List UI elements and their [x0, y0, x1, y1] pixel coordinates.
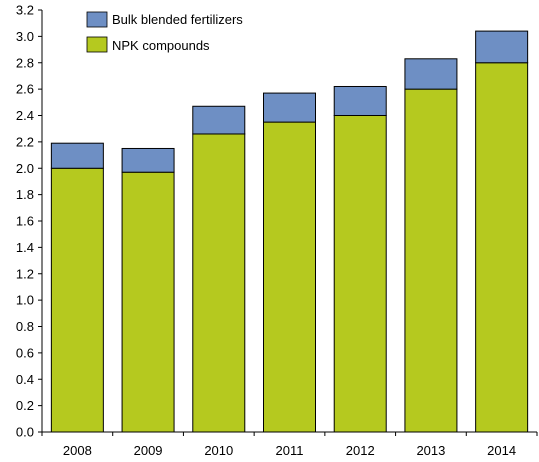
y-tick-label: 0.8 — [16, 319, 34, 334]
y-tick-label: 1.8 — [16, 187, 34, 202]
x-tick-label: 2009 — [134, 443, 163, 458]
y-tick-label: 2.6 — [16, 82, 34, 97]
bar-segment-npk-2009 — [121, 171, 175, 433]
x-axis-ticks: 2008 2009 2010 2011 2012 2013 2014 — [41, 432, 538, 458]
x-tick-label: 2013 — [416, 443, 445, 458]
legend-label-bulk-blended: Bulk blended fertilizers — [112, 12, 243, 27]
bar-segment-bulk-blended-2010 — [192, 105, 246, 135]
bar-segment-npk-2011 — [263, 121, 316, 433]
y-tick-label: 2.4 — [16, 108, 34, 123]
y-tick-label: 3.0 — [16, 29, 34, 44]
bar-segment-npk-2012 — [333, 115, 387, 433]
y-tick-label: 0.2 — [16, 398, 34, 413]
y-tick-label: 1.0 — [16, 293, 34, 308]
bar-segment-bulk-blended-2012 — [333, 85, 387, 117]
y-tick-label: 1.4 — [16, 240, 34, 255]
bar-segment-npk-2013 — [404, 88, 458, 433]
x-tick-label: 2012 — [346, 443, 375, 458]
bar-segment-npk-2014 — [475, 62, 529, 433]
bar-segment-bulk-blended-2013 — [404, 58, 458, 90]
x-tick-label: 2014 — [487, 443, 516, 458]
legend-label-npk: NPK compounds — [112, 38, 210, 53]
bar-segment-bulk-blended-2011 — [263, 92, 316, 123]
bar-segment-bulk-blended-2008 — [50, 142, 104, 169]
legend: Bulk blended fertilizers NPK compounds — [86, 11, 243, 53]
y-axis-ticks: 0.0 0.2 0.4 0.6 0.8 1.0 1.2 1.4 1.6 1.8 2.0 2.2 2.4 2… — [16, 3, 42, 440]
y-tick-label: 1.6 — [16, 214, 34, 229]
y-tick-label: 2.0 — [16, 161, 34, 176]
y-tick-label: 0.6 — [16, 345, 34, 360]
legend-swatch-bulk-blended — [86, 11, 108, 28]
x-tick-label: 2011 — [276, 443, 304, 458]
x-tick-label: 2010 — [204, 443, 233, 458]
bar-segment-npk-2008 — [50, 167, 104, 433]
y-tick-label: 2.8 — [16, 55, 34, 70]
y-tick-label: 0.4 — [16, 372, 34, 387]
bar-segment-bulk-blended-2014 — [475, 30, 529, 64]
y-tick-label: 0.0 — [16, 425, 34, 440]
y-tick-label: 1.2 — [16, 266, 34, 281]
y-tick-label: 2.2 — [16, 134, 34, 149]
bars-group — [50, 30, 529, 433]
bar-segment-bulk-blended-2009 — [121, 147, 175, 173]
legend-swatch-npk — [86, 36, 108, 53]
x-tick-label: 2008 — [63, 443, 92, 458]
y-tick-label: 3.2 — [16, 3, 34, 18]
bar-segment-npk-2010 — [192, 133, 246, 433]
